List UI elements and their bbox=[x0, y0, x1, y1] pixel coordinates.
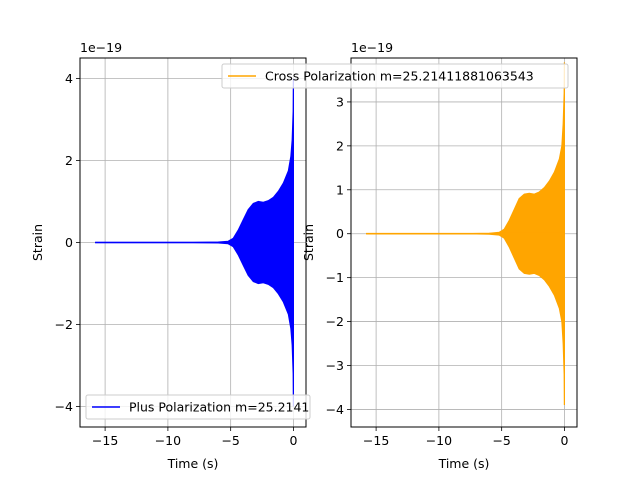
left-y-tick-label: 4 bbox=[65, 71, 73, 86]
left-x-tick-label: −15 bbox=[92, 433, 118, 448]
right-legend-label: Cross Polarization m=25.21411881063543 bbox=[265, 69, 534, 84]
right-offset-text: 1e−19 bbox=[351, 40, 393, 55]
right-y-tick-label: −2 bbox=[326, 314, 344, 329]
left-legend: Plus Polarization m=25.21411881063543 bbox=[85, 394, 389, 420]
right-legend-box bbox=[221, 63, 569, 89]
left-y-axis-label: Strain bbox=[30, 224, 45, 261]
right-axes-frame bbox=[350, 57, 578, 428]
right-x-tick-label: −5 bbox=[492, 433, 510, 448]
left-y-tick-label: 2 bbox=[65, 153, 73, 168]
left-x-axis-label: Time (s) bbox=[167, 456, 219, 471]
left-y-tick-label: −4 bbox=[55, 399, 73, 414]
left-x-tick-label: −5 bbox=[221, 433, 239, 448]
right-y-tick-label: 0 bbox=[336, 226, 344, 241]
right-x-tick-label: −15 bbox=[363, 433, 389, 448]
right-x-axis-label: Time (s) bbox=[438, 456, 490, 471]
right-y-axis-label: Strain bbox=[301, 224, 316, 261]
right-x-tick-label: −10 bbox=[426, 433, 452, 448]
left-offset-text: 1e−19 bbox=[80, 40, 122, 55]
right-y-tick-label: −1 bbox=[326, 270, 344, 285]
right-y-tick-label: −3 bbox=[326, 358, 344, 373]
right-strain-envelope bbox=[366, 62, 565, 406]
right-y-tick-label: 3 bbox=[336, 94, 344, 109]
left-legend-box bbox=[85, 394, 311, 420]
left-ticks: −15 −10 −5 0 −4 −2 0 2 4 bbox=[55, 71, 298, 448]
right-y-tick-label: 1 bbox=[336, 182, 344, 197]
left-y-tick-label: 0 bbox=[65, 235, 73, 250]
right-y-tick-label: 2 bbox=[336, 138, 344, 153]
left-x-tick-label: −10 bbox=[155, 433, 181, 448]
left-y-tick-label: −2 bbox=[55, 317, 73, 332]
right-x-tick-label: 0 bbox=[560, 433, 568, 448]
left-legend-label: Plus Polarization m=25.21411881063543 bbox=[129, 400, 389, 415]
plus-polarization-panel: −15 −10 −5 0 −4 −2 0 2 4 1e−19 Time (s) Strain bbox=[30, 40, 307, 471]
right-legend: Cross Polarization m=25.21411881063543 bbox=[221, 63, 569, 89]
left-x-tick-label: 0 bbox=[289, 433, 297, 448]
left-strain-envelope bbox=[95, 78, 294, 407]
right-y-tick-label: −4 bbox=[326, 402, 344, 417]
